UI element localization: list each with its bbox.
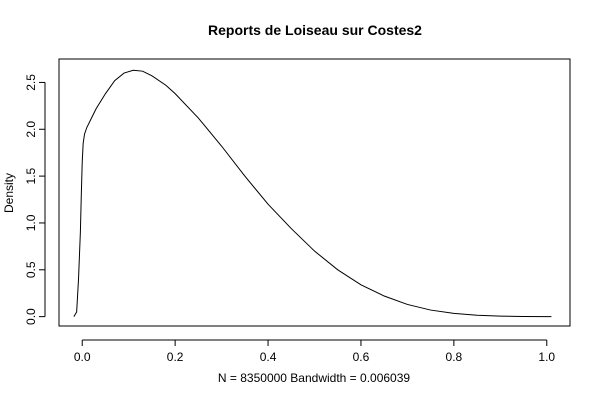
x-tick-label: 0.0 [74, 350, 91, 364]
x-tick-label: 0.6 [353, 350, 370, 364]
x-axis-label: N = 8350000 Bandwidth = 0.006039 [218, 371, 410, 385]
y-tick-label: 0.5 [24, 261, 38, 278]
x-axis: 0.0 0.2 0.4 0.6 0.8 1.0 [74, 339, 555, 364]
y-axis: 0.0 0.5 1.0 1.5 2.0 2.5 [24, 74, 46, 325]
x-tick-label: 0.2 [167, 350, 184, 364]
y-tick-label: 0.0 [24, 308, 38, 325]
plot-frame [58, 58, 571, 327]
y-tick-label: 1.5 [24, 167, 38, 184]
x-tick-label: 0.4 [260, 350, 277, 364]
y-axis-label: Density [2, 173, 16, 213]
y-tick-label: 2.0 [24, 121, 38, 138]
x-tick-label: 1.0 [538, 350, 555, 364]
density-curve [73, 69, 552, 318]
y-tick-label: 2.5 [24, 74, 38, 91]
x-tick-label: 0.8 [446, 350, 463, 364]
y-tick-label: 1.0 [24, 214, 38, 231]
chart-title: Reports de Loiseau sur Costes2 [208, 22, 422, 38]
